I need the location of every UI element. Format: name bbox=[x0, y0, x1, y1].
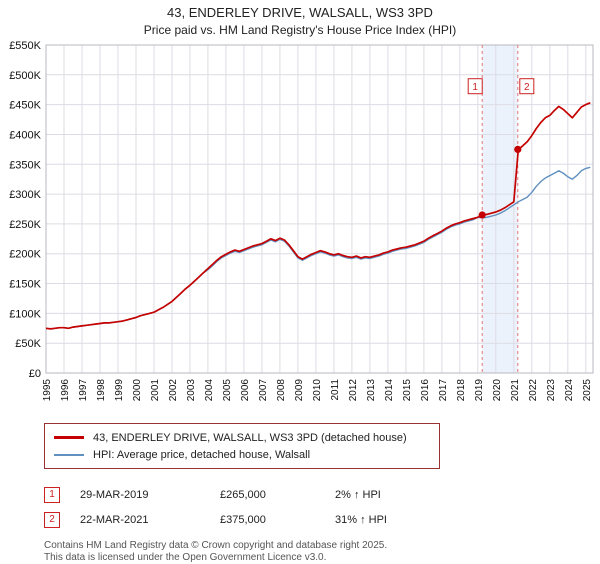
sale-2-date: 22-MAR-2021 bbox=[80, 513, 149, 526]
sale-1-date: 29-MAR-2019 bbox=[80, 488, 149, 501]
svg-text:2012: 2012 bbox=[348, 379, 359, 402]
legend-item-property: 43, ENDERLEY DRIVE, WALSALL, WS3 3PD (de… bbox=[54, 429, 430, 446]
page-title: 43, ENDERLEY DRIVE, WALSALL, WS3 3PD bbox=[167, 5, 433, 20]
svg-text:2002: 2002 bbox=[168, 379, 179, 402]
svg-text:2014: 2014 bbox=[384, 379, 395, 402]
blue-line-swatch-icon bbox=[54, 453, 84, 456]
svg-text:2000: 2000 bbox=[132, 379, 143, 402]
svg-text:2011: 2011 bbox=[330, 379, 341, 401]
sale-1-hpi-delta: 2% ↑ HPI bbox=[335, 488, 381, 501]
svg-text:£300K: £300K bbox=[9, 189, 41, 201]
svg-text:2013: 2013 bbox=[366, 379, 377, 402]
svg-text:2018: 2018 bbox=[456, 379, 467, 402]
svg-text:2004: 2004 bbox=[204, 379, 215, 402]
price-history-chart: 1995 1996 1997 1998 1999 2000 2001 2002 2003 2004… bbox=[9, 40, 594, 402]
svg-text:2009: 2009 bbox=[294, 379, 305, 402]
svg-text:£100K: £100K bbox=[9, 308, 41, 320]
svg-text:£350K: £350K bbox=[9, 159, 41, 171]
svg-text:£50K: £50K bbox=[15, 338, 41, 350]
svg-text:£0: £0 bbox=[29, 368, 41, 380]
red-line-swatch-icon bbox=[54, 436, 84, 439]
svg-text:£400K: £400K bbox=[9, 130, 41, 142]
legend-label-hpi: HPI: Average price, detached house, Wals… bbox=[93, 448, 311, 461]
svg-text:2024: 2024 bbox=[564, 379, 575, 402]
sale-2-hpi-delta: 31% ↑ HPI bbox=[335, 513, 387, 526]
chart-legend: 43, ENDERLEY DRIVE, WALSALL, WS3 3PD (de… bbox=[44, 423, 440, 469]
svg-text:2019: 2019 bbox=[474, 379, 485, 402]
svg-text:£500K: £500K bbox=[9, 70, 41, 82]
svg-text:£150K: £150K bbox=[9, 279, 41, 291]
svg-text:1: 1 bbox=[472, 82, 478, 93]
svg-text:2003: 2003 bbox=[186, 379, 197, 402]
svg-text:2022: 2022 bbox=[528, 379, 539, 402]
svg-text:£200K: £200K bbox=[9, 249, 41, 261]
page-subtitle: Price paid vs. HM Land Registry's House … bbox=[143, 23, 457, 37]
license-footer: Contains HM Land Registry data © Crown c… bbox=[44, 540, 600, 564]
svg-text:2021: 2021 bbox=[510, 379, 521, 402]
svg-text:2008: 2008 bbox=[276, 379, 287, 402]
svg-text:£450K: £450K bbox=[9, 100, 41, 112]
svg-text:£550K: £550K bbox=[9, 40, 41, 52]
svg-text:2015: 2015 bbox=[402, 379, 413, 402]
svg-text:2007: 2007 bbox=[258, 379, 269, 402]
svg-text:2025: 2025 bbox=[582, 379, 593, 402]
svg-text:2010: 2010 bbox=[312, 379, 323, 402]
legend-item-hpi: HPI: Average price, detached house, Wals… bbox=[54, 446, 430, 463]
sale-1-price: £265,000 bbox=[220, 488, 266, 501]
sale-row-1: 1 29-MAR-2019 £265,000 2% ↑ HPI bbox=[44, 482, 600, 507]
footer-line-2: This data is licensed under the Open Gov… bbox=[44, 552, 327, 564]
svg-text:2: 2 bbox=[524, 82, 530, 93]
svg-text:2006: 2006 bbox=[240, 379, 251, 402]
footer-line-1: Contains HM Land Registry data © Crown c… bbox=[44, 540, 388, 551]
svg-text:£250K: £250K bbox=[9, 219, 41, 231]
svg-text:1996: 1996 bbox=[60, 379, 71, 402]
sales-table: 1 29-MAR-2019 £265,000 2% ↑ HPI 2 22-MAR… bbox=[44, 482, 600, 532]
svg-text:1999: 1999 bbox=[114, 379, 125, 402]
svg-text:1995: 1995 bbox=[42, 379, 53, 402]
svg-text:2016: 2016 bbox=[420, 379, 431, 402]
sale-2-price: £375,000 bbox=[220, 513, 266, 526]
svg-text:2001: 2001 bbox=[150, 379, 161, 402]
svg-text:2023: 2023 bbox=[546, 379, 557, 402]
svg-text:2020: 2020 bbox=[492, 379, 503, 402]
sale-1-marker: 1 bbox=[44, 486, 60, 503]
svg-text:1998: 1998 bbox=[96, 379, 107, 402]
legend-label-property: 43, ENDERLEY DRIVE, WALSALL, WS3 3PD (de… bbox=[93, 431, 407, 444]
svg-text:2017: 2017 bbox=[438, 379, 449, 402]
sale-2-marker: 2 bbox=[44, 511, 60, 528]
svg-text:2005: 2005 bbox=[222, 379, 233, 402]
svg-text:1997: 1997 bbox=[78, 379, 89, 402]
sale-row-2: 2 22-MAR-2021 £375,000 31% ↑ HPI bbox=[44, 507, 600, 532]
